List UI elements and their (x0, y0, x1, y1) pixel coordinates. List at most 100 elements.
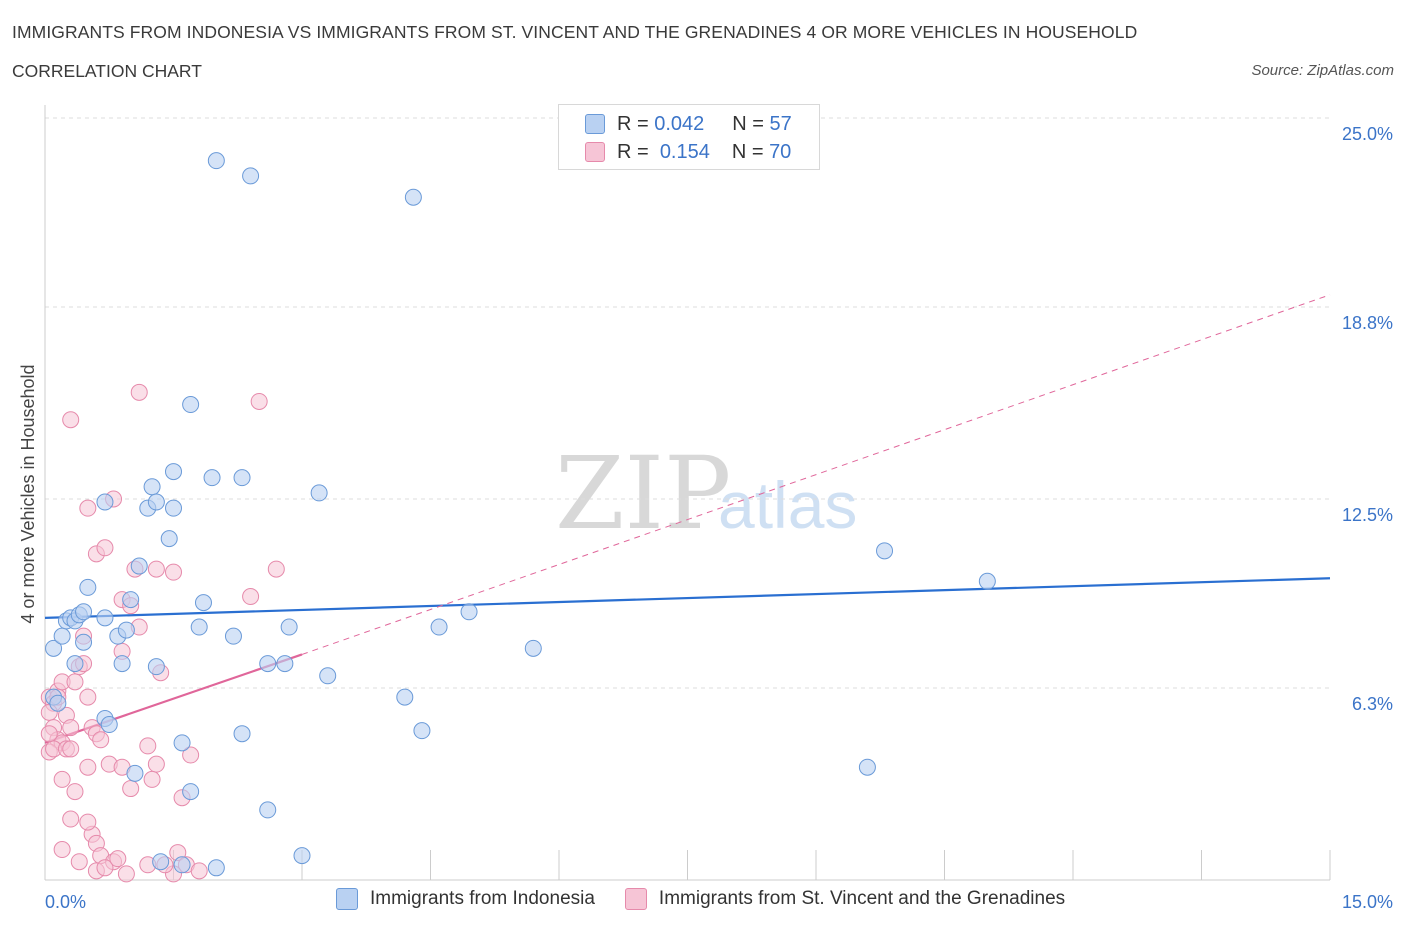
data-points (40, 152, 996, 883)
correlation-legend: R = 0.042 N = 57 R = 0.154 N = 70 (558, 104, 820, 170)
legend-n-value: 70 (769, 140, 792, 163)
point-indonesia (143, 478, 161, 496)
point-st-vincent (130, 383, 148, 401)
series-swatch-st-vincent (624, 888, 647, 910)
watermark-atlas: atlas (718, 468, 857, 542)
watermark: ZIP atlas (555, 435, 857, 552)
point-indonesia (310, 484, 328, 502)
point-indonesia (49, 694, 67, 712)
legend-row-indonesia: R = 0.042 N = 57 (585, 111, 792, 137)
point-st-vincent (96, 859, 114, 877)
point-st-vincent (147, 755, 165, 773)
point-indonesia (190, 618, 208, 636)
point-indonesia (460, 603, 478, 621)
y-tick-label: 18.8% (1342, 313, 1393, 333)
point-st-vincent (62, 740, 80, 758)
point-st-vincent (242, 588, 260, 606)
x-tick-label-max: 15.0% (1342, 892, 1393, 912)
point-st-vincent (79, 499, 97, 517)
point-indonesia (173, 734, 191, 752)
point-indonesia (122, 591, 140, 609)
point-st-vincent (190, 862, 208, 880)
point-st-vincent (53, 841, 71, 859)
point-indonesia (524, 639, 542, 657)
point-indonesia (876, 542, 894, 560)
chart-title: IMMIGRANTS FROM INDONESIA VS IMMIGRANTS … (12, 22, 1138, 42)
legend-r-label: R = (617, 140, 649, 163)
point-indonesia (160, 530, 178, 548)
series-swatch-indonesia (336, 888, 358, 910)
point-indonesia (207, 152, 225, 170)
x-tick-label-min: 0.0% (45, 892, 86, 912)
point-st-vincent (62, 810, 80, 828)
point-indonesia (319, 667, 337, 685)
point-indonesia (79, 578, 97, 596)
point-st-vincent (122, 780, 140, 798)
y-tick-labels: 6.3% 12.5% 18.8% 25.0% (1342, 124, 1393, 714)
point-st-vincent (143, 770, 161, 788)
point-st-vincent (40, 725, 58, 743)
point-st-vincent (250, 392, 268, 410)
point-st-vincent (79, 758, 97, 776)
point-indonesia (100, 716, 118, 734)
y-axis-label: 4 or more Vehicles in Household (18, 364, 38, 623)
point-indonesia (147, 658, 165, 676)
source-label: Source: ZipAtlas.com (1251, 62, 1394, 79)
legend-row-st-vincent: R = 0.154 N = 70 (585, 139, 791, 165)
legend-n-label: N = (731, 140, 764, 163)
point-st-vincent (62, 411, 80, 429)
point-st-vincent (109, 850, 127, 868)
point-st-vincent (165, 563, 182, 581)
point-indonesia (233, 469, 251, 487)
point-indonesia (233, 725, 251, 743)
point-indonesia (75, 603, 93, 621)
point-indonesia (182, 783, 200, 801)
point-indonesia (259, 801, 277, 819)
y-tick-label: 12.5% (1342, 505, 1393, 525)
point-indonesia (396, 688, 414, 706)
legend-swatch-pink (585, 142, 605, 162)
point-indonesia (126, 764, 144, 782)
legend-r-value: 0.154 (659, 140, 710, 163)
legend-swatch-blue (585, 114, 605, 134)
point-st-vincent (147, 560, 165, 578)
point-indonesia (404, 188, 422, 206)
point-indonesia (259, 655, 277, 673)
series-label-indonesia: Immigrants from Indonesia (370, 888, 595, 909)
legend-n-value: 57 (769, 112, 792, 135)
series-legend: Immigrants from Indonesia Immigrants fro… (336, 888, 1065, 910)
point-st-vincent (66, 783, 84, 801)
point-indonesia (224, 627, 242, 645)
point-indonesia (413, 722, 431, 740)
point-st-vincent (70, 853, 88, 871)
point-st-vincent (62, 719, 80, 737)
point-indonesia (66, 655, 84, 673)
point-indonesia (203, 469, 221, 487)
point-indonesia (96, 609, 114, 627)
point-indonesia (242, 167, 260, 185)
point-st-vincent (79, 813, 97, 831)
point-indonesia (430, 618, 448, 636)
y-tick-label: 25.0% (1342, 124, 1393, 144)
point-indonesia (165, 499, 182, 517)
trend-line-st-vincent-extension (301, 294, 1331, 655)
point-indonesia (147, 493, 165, 511)
point-indonesia (130, 557, 148, 575)
point-st-vincent (79, 688, 97, 706)
point-st-vincent (182, 746, 200, 764)
legend-r-label: R = (617, 112, 649, 135)
point-st-vincent (53, 770, 71, 788)
point-indonesia (182, 396, 200, 414)
point-indonesia (858, 758, 876, 776)
point-indonesia (113, 655, 131, 673)
point-indonesia (280, 618, 298, 636)
grid (45, 117, 1330, 689)
legend-r-value: 0.042 (654, 112, 705, 135)
point-st-vincent (92, 731, 110, 749)
chart-subtitle: CORRELATION CHART (12, 61, 202, 81)
point-indonesia (152, 853, 170, 871)
legend-n-label: N = (732, 112, 764, 135)
point-indonesia (978, 572, 996, 590)
point-st-vincent (139, 737, 157, 755)
